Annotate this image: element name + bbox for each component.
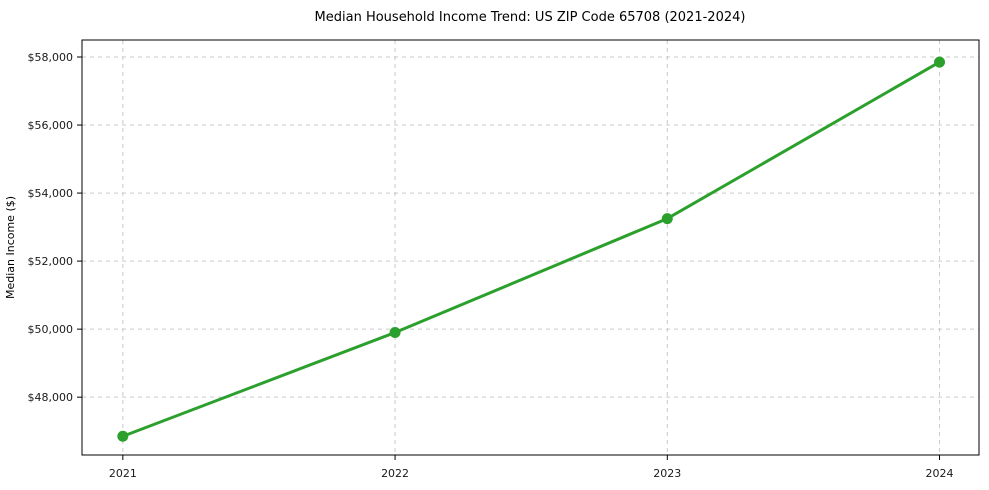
x-tick-label: 2021 <box>109 467 137 480</box>
y-tick-label: $48,000 <box>28 391 74 404</box>
plot-border <box>81 39 980 456</box>
y-tick-label: $58,000 <box>28 51 74 64</box>
y-tick-label: $52,000 <box>28 255 74 268</box>
y-tick-label: $56,000 <box>28 119 74 132</box>
data-point-marker-2023 <box>661 213 673 225</box>
y-tick-label: $54,000 <box>28 187 74 200</box>
x-tick-label: 2022 <box>381 467 409 480</box>
chart-title: Median Household Income Trend: US ZIP Co… <box>315 10 746 25</box>
data-point-marker-2024 <box>934 56 946 68</box>
x-tick-label: 2023 <box>653 467 681 480</box>
data-point-marker-2021 <box>117 430 129 442</box>
y-tick-label: $50,000 <box>28 323 74 336</box>
x-tick-label: 2024 <box>926 467 954 480</box>
trend-line <box>121 60 942 438</box>
data-point-marker-2022 <box>389 327 401 339</box>
y-axis-label: Median Income ($) <box>4 196 17 299</box>
